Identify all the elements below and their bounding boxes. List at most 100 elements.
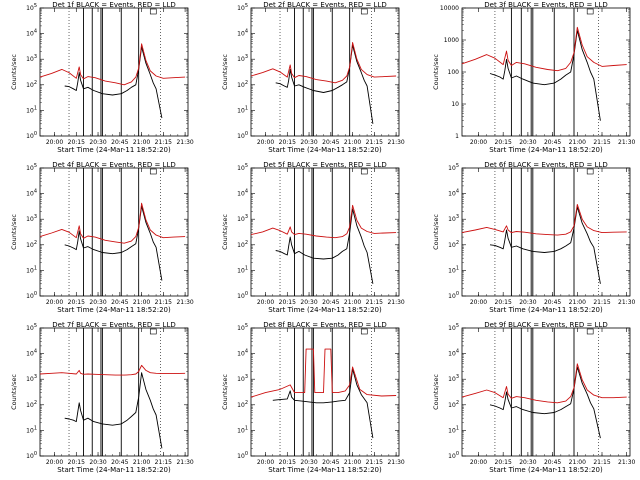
x-tick-label: 20:30 xyxy=(89,459,106,466)
panel-det-5: Det 5f BLACK = Events, RED = LLD 100 101 10… xyxy=(221,161,405,314)
y-tick-label: 105 xyxy=(237,323,248,332)
y-axis-title: Counts/sec xyxy=(221,374,229,410)
panel-title: Det 8f BLACK = Events, RED = LLD xyxy=(263,321,386,329)
x-tick-label: 21:30 xyxy=(387,139,404,146)
series-line-black xyxy=(64,372,163,449)
plot-frame xyxy=(250,327,400,457)
plot-frame xyxy=(461,327,631,457)
panel-det-9: Det 9f BLACK = Events, RED = LLD 100 101 10… xyxy=(432,321,636,474)
legend-box xyxy=(149,8,157,15)
x-tick-label: 21:30 xyxy=(618,299,635,306)
y-tick-label: 100 xyxy=(448,451,459,460)
y-tick-label: 103 xyxy=(237,54,248,63)
x-tick-label: 20:15 xyxy=(279,459,296,466)
x-tick-label: 21:00 xyxy=(569,139,586,146)
panel-title: Det 2f BLACK = Events, RED = LLD xyxy=(263,1,386,9)
x-tick-label: 21:00 xyxy=(569,299,586,306)
y-tick-label: 100 xyxy=(26,131,37,140)
y-tick-label: 104 xyxy=(26,29,37,38)
series-line-red xyxy=(39,364,186,376)
y-tick-label: 105 xyxy=(26,163,37,172)
x-axis-title: Start Time (24-Mar-11 18:52:20) xyxy=(268,466,382,474)
x-tick-label: 21:15 xyxy=(593,299,610,306)
y-tick-label: 103 xyxy=(237,374,248,383)
panel-det-7: Det 7f BLACK = Events, RED = LLD 100 101 10… xyxy=(10,321,194,474)
x-tick-label: 20:30 xyxy=(300,299,317,306)
x-tick-label: 21:15 xyxy=(155,299,172,306)
x-tick-label: 20:30 xyxy=(519,459,536,466)
y-axis-title: Counts/sec xyxy=(432,374,440,410)
panel-det-2: Det 2f BLACK = Events, RED = LLD 100 101 10… xyxy=(221,1,405,154)
series-line-red xyxy=(461,203,627,236)
series-line-black xyxy=(489,29,601,121)
x-tick-label: 21:30 xyxy=(618,139,635,146)
plot-frame xyxy=(250,7,400,137)
x-axis-title: Start Time (24-Mar-11 18:52:20) xyxy=(489,306,603,314)
x-tick-label: 20:45 xyxy=(544,299,561,306)
plot-frame xyxy=(461,7,631,137)
panel-det-4: Det 4f BLACK = Events, RED = LLD 100 101 10… xyxy=(10,161,194,314)
y-tick-label: 100 xyxy=(237,291,248,300)
x-tick-label: 20:00 xyxy=(470,299,487,306)
panel-title: Det 6f BLACK = Events, RED = LLD xyxy=(484,161,607,169)
y-tick-label: 105 xyxy=(448,163,459,172)
x-tick-label: 21:00 xyxy=(133,139,150,146)
legend-box xyxy=(586,8,594,15)
x-tick-label: 20:15 xyxy=(68,299,85,306)
legend-box xyxy=(360,8,368,15)
x-tick-label: 21:15 xyxy=(366,139,383,146)
y-tick-label: 100 xyxy=(26,291,37,300)
y-tick-label: 100 xyxy=(237,131,248,140)
y-tick-label: 102 xyxy=(26,240,37,249)
y-tick-label: 103 xyxy=(448,374,459,383)
x-tick-label: 20:15 xyxy=(68,459,85,466)
x-tick-label: 20:00 xyxy=(257,299,274,306)
series-line-red xyxy=(461,363,627,404)
series-line-red xyxy=(39,202,186,244)
y-tick-label: 105 xyxy=(237,163,248,172)
y-tick-label: 101 xyxy=(448,265,459,274)
x-tick-label: 20:15 xyxy=(495,299,512,306)
y-tick-label: 100 xyxy=(26,451,37,460)
x-tick-label: 21:15 xyxy=(366,459,383,466)
series-line-red xyxy=(250,42,397,84)
y-tick-label: 103 xyxy=(26,374,37,383)
panel-det-8: Det 8f BLACK = Events, RED = LLD 100 101 10… xyxy=(221,321,405,474)
x-tick-label: 20:00 xyxy=(470,459,487,466)
series-line-black xyxy=(275,208,374,284)
panel-title: Det 3f BLACK = Events, RED = LLD xyxy=(484,1,607,9)
x-axis-title: Start Time (24-Mar-11 18:52:20) xyxy=(57,306,171,314)
legend-box xyxy=(586,328,594,335)
y-axis-title: Counts/sec xyxy=(10,214,18,250)
x-tick-label: 21:00 xyxy=(344,459,361,466)
y-axis-title: Counts/sec xyxy=(432,54,440,90)
panel-det-3: Det 3f BLACK = Events, RED = LLD 1 10 100 10… xyxy=(432,1,636,154)
panel-det-6: Det 6f BLACK = Events, RED = LLD 100 101 10… xyxy=(432,161,636,314)
y-tick-label: 10 xyxy=(451,101,459,108)
y-tick-label: 101 xyxy=(237,105,248,114)
y-tick-label: 102 xyxy=(26,80,37,89)
x-tick-label: 20:30 xyxy=(519,139,536,146)
x-axis-title: Start Time (24-Mar-11 18:52:20) xyxy=(57,146,171,154)
series-line-black xyxy=(64,205,163,281)
x-axis-title: Start Time (24-Mar-11 18:52:20) xyxy=(489,466,603,474)
legend-box xyxy=(360,168,368,175)
y-tick-label: 102 xyxy=(237,240,248,249)
panel-title: Det 7f BLACK = Events, RED = LLD xyxy=(52,321,175,329)
panel-det-1: Det 1f BLACK = Events, RED = LLD 100 101 10… xyxy=(10,1,194,154)
x-tick-label: 20:45 xyxy=(544,459,561,466)
y-tick-label: 103 xyxy=(26,54,37,63)
y-tick-label: 105 xyxy=(26,3,37,12)
x-tick-label: 21:00 xyxy=(344,299,361,306)
y-tick-label: 1 xyxy=(455,133,459,140)
y-axis-title: Counts/sec xyxy=(10,374,18,410)
x-tick-label: 20:30 xyxy=(300,139,317,146)
x-axis-title: Start Time (24-Mar-11 18:52:20) xyxy=(268,306,382,314)
x-axis-title: Start Time (24-Mar-11 18:52:20) xyxy=(57,466,171,474)
y-tick-label: 101 xyxy=(26,105,37,114)
x-tick-label: 21:15 xyxy=(155,459,172,466)
y-tick-label: 104 xyxy=(237,29,248,38)
y-tick-label: 103 xyxy=(237,214,248,223)
x-tick-label: 21:30 xyxy=(176,139,193,146)
